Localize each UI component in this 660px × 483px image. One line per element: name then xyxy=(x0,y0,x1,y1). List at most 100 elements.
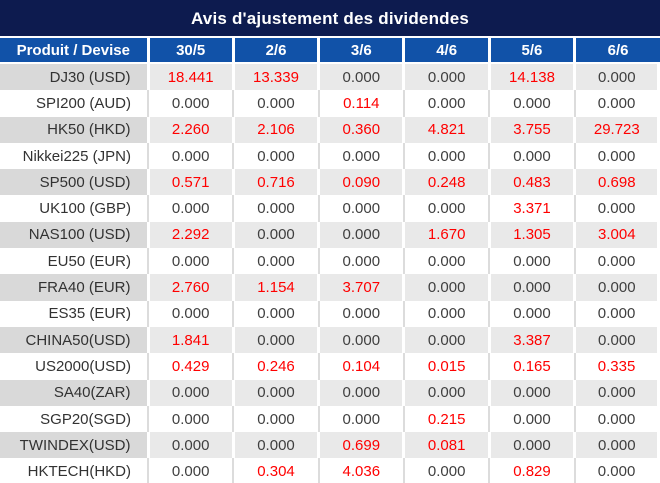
dividend-value-cell: 2.260 xyxy=(148,116,235,143)
dividend-value-cell: 0.000 xyxy=(318,221,406,249)
dividend-value-cell: 0.246 xyxy=(233,353,320,380)
dividend-value-cell: 0.699 xyxy=(318,432,406,459)
dividend-value-cell: 2.106 xyxy=(233,116,321,143)
table-row: SPI200 (AUD) 0.000 0.000 0.114 0.000 0.000 0.0… xyxy=(0,90,660,117)
dividend-value-cell: 0.000 xyxy=(318,248,405,275)
table-row: TWINDEX(USD) 0.000 0.000 0.699 0.081 0.000 0.0… xyxy=(0,432,660,459)
product-cell: TWINDEX(USD) xyxy=(0,432,150,459)
dividend-value-cell: 0.000 xyxy=(403,248,491,275)
dividend-value-cell: 0.000 xyxy=(403,458,491,483)
dividend-value-cell: 0.000 xyxy=(574,300,660,327)
table-row: NAS100 (USD) 2.292 0.000 0.000 1.670 1.305 3.0… xyxy=(0,221,660,249)
dividend-value-cell: 0.000 xyxy=(233,221,321,249)
dividend-value-cell: 0.248 xyxy=(403,169,491,196)
table-row: SGP20(SGD) 0.000 0.000 0.000 0.215 0.000 0.000 xyxy=(0,405,660,433)
dividend-value-cell: 0.000 xyxy=(233,90,320,117)
product-cell: DJ30 (USD) xyxy=(0,63,150,91)
column-header-date-1: 30/5 xyxy=(148,38,235,64)
product-cell: UK100 (GBP) xyxy=(0,195,149,222)
dividend-value-cell: 0.335 xyxy=(574,353,660,380)
dividend-value-cell: 0.698 xyxy=(574,169,660,196)
table-row: CHINA50(USD) 1.841 0.000 0.000 0.000 3.387 0.0… xyxy=(0,326,660,354)
dividend-value-cell: 3.371 xyxy=(489,195,576,222)
table-row: Nikkei225 (JPN) 0.000 0.000 0.000 0.000 0.000… xyxy=(0,142,660,170)
dividend-value-cell: 0.000 xyxy=(233,405,320,433)
dividend-value-cell: 29.723 xyxy=(574,116,660,143)
product-cell: SPI200 (AUD) xyxy=(0,90,149,117)
dividend-value-cell: 0.104 xyxy=(318,353,405,380)
product-cell: US2000(USD) xyxy=(0,353,149,380)
dividend-value-cell: 13.339 xyxy=(233,63,321,91)
dividend-value-cell: 0.000 xyxy=(489,248,576,275)
dividend-value-cell: 0.000 xyxy=(489,379,577,406)
table-row: HKTECH(HKD) 0.000 0.304 4.036 0.000 0.829 0.00… xyxy=(0,458,660,483)
dividend-value-cell: 0.000 xyxy=(489,142,576,170)
table-row: SA40(ZAR) 0.000 0.000 0.000 0.000 0.000 0.000 xyxy=(0,379,660,406)
product-cell: SA40(ZAR) xyxy=(0,379,150,406)
dividend-value-cell: 0.000 xyxy=(574,63,660,91)
dividend-value-cell: 0.000 xyxy=(489,432,577,459)
column-header-date-5: 5/6 xyxy=(489,38,577,64)
product-cell: EU50 (EUR) xyxy=(0,248,149,275)
dividend-value-cell: 1.154 xyxy=(233,274,321,301)
dividend-value-cell: 14.138 xyxy=(489,63,577,91)
dividend-value-cell: 0.000 xyxy=(148,195,235,222)
dividend-value-cell: 0.571 xyxy=(148,169,235,196)
dividend-value-cell: 0.483 xyxy=(489,169,577,196)
dividend-value-cell: 0.000 xyxy=(233,432,321,459)
dividend-value-cell: 0.000 xyxy=(148,248,235,275)
dividend-value-cell: 0.716 xyxy=(233,169,321,196)
table-row: HK50 (HKD) 2.260 2.106 0.360 4.821 3.755 29.72… xyxy=(0,116,660,143)
dividend-value-cell: 0.000 xyxy=(403,326,491,354)
column-header-date-4: 4/6 xyxy=(403,38,491,64)
dividend-value-cell: 0.000 xyxy=(403,63,491,91)
dividend-value-cell: 0.000 xyxy=(489,274,577,301)
dividend-value-cell: 0.000 xyxy=(574,248,660,275)
dividend-value-cell: 0.000 xyxy=(318,326,406,354)
dividend-value-cell: 0.000 xyxy=(148,405,235,433)
table-header: Produit / Devise 30/5 2/6 3/6 4/6 5/6 6/… xyxy=(0,38,660,64)
dividend-value-cell: 0.000 xyxy=(318,379,406,406)
dividend-value-cell: 0.015 xyxy=(403,353,491,380)
table-body: DJ30 (USD) 18.441 13.339 0.000 0.000 14.138 0.… xyxy=(0,63,660,483)
dividend-value-cell: 3.755 xyxy=(489,116,577,143)
dividend-value-cell: 0.000 xyxy=(403,300,491,327)
dividend-value-cell: 0.829 xyxy=(489,458,576,483)
dividend-value-cell: 2.292 xyxy=(148,221,235,249)
dividend-value-cell: 0.000 xyxy=(574,195,660,222)
product-cell: CHINA50(USD) xyxy=(0,326,150,354)
dividend-value-cell: 0.000 xyxy=(148,458,235,483)
dividend-value-cell: 0.000 xyxy=(148,142,235,170)
product-cell: NAS100 (USD) xyxy=(0,221,150,249)
dividend-value-cell: 0.000 xyxy=(574,458,660,483)
product-cell: ES35 (EUR) xyxy=(0,300,149,327)
dividend-value-cell: 0.000 xyxy=(318,63,406,91)
dividend-value-cell: 0.000 xyxy=(148,432,235,459)
dividend-value-cell: 0.000 xyxy=(148,90,235,117)
dividend-value-cell: 1.841 xyxy=(148,326,235,354)
dividend-value-cell: 0.081 xyxy=(403,432,491,459)
dividend-value-cell: 0.000 xyxy=(489,90,576,117)
dividend-value-cell: 4.821 xyxy=(403,116,491,143)
dividend-value-cell: 0.000 xyxy=(318,195,405,222)
dividend-value-cell: 0.000 xyxy=(148,300,235,327)
dividend-value-cell: 3.004 xyxy=(574,221,660,249)
table-row: ES35 (EUR) 0.000 0.000 0.000 0.000 0.000 0.000 xyxy=(0,300,660,327)
header-row: Produit / Devise 30/5 2/6 3/6 4/6 5/6 6/… xyxy=(0,38,660,64)
dividend-value-cell: 0.000 xyxy=(318,300,405,327)
table-row: DJ30 (USD) 18.441 13.339 0.000 0.000 14.138 0.… xyxy=(0,63,660,91)
dividend-value-cell: 0.000 xyxy=(574,405,660,433)
dividend-value-cell: 0.114 xyxy=(318,90,405,117)
dividend-value-cell: 0.000 xyxy=(148,379,235,406)
dividend-value-cell: 0.000 xyxy=(318,142,405,170)
dividend-value-cell: 0.000 xyxy=(233,300,320,327)
dividend-value-cell: 0.000 xyxy=(574,432,660,459)
dividend-value-cell: 0.000 xyxy=(233,379,321,406)
dividend-value-cell: 0.000 xyxy=(403,195,491,222)
product-cell: SP500 (USD) xyxy=(0,169,150,196)
table-row: EU50 (EUR) 0.000 0.000 0.000 0.000 0.000 0.000 xyxy=(0,248,660,275)
dividend-value-cell: 1.305 xyxy=(489,221,577,249)
table-row: UK100 (GBP) 0.000 0.000 0.000 0.000 3.371 0.00… xyxy=(0,195,660,222)
dividend-value-cell: 4.036 xyxy=(318,458,405,483)
